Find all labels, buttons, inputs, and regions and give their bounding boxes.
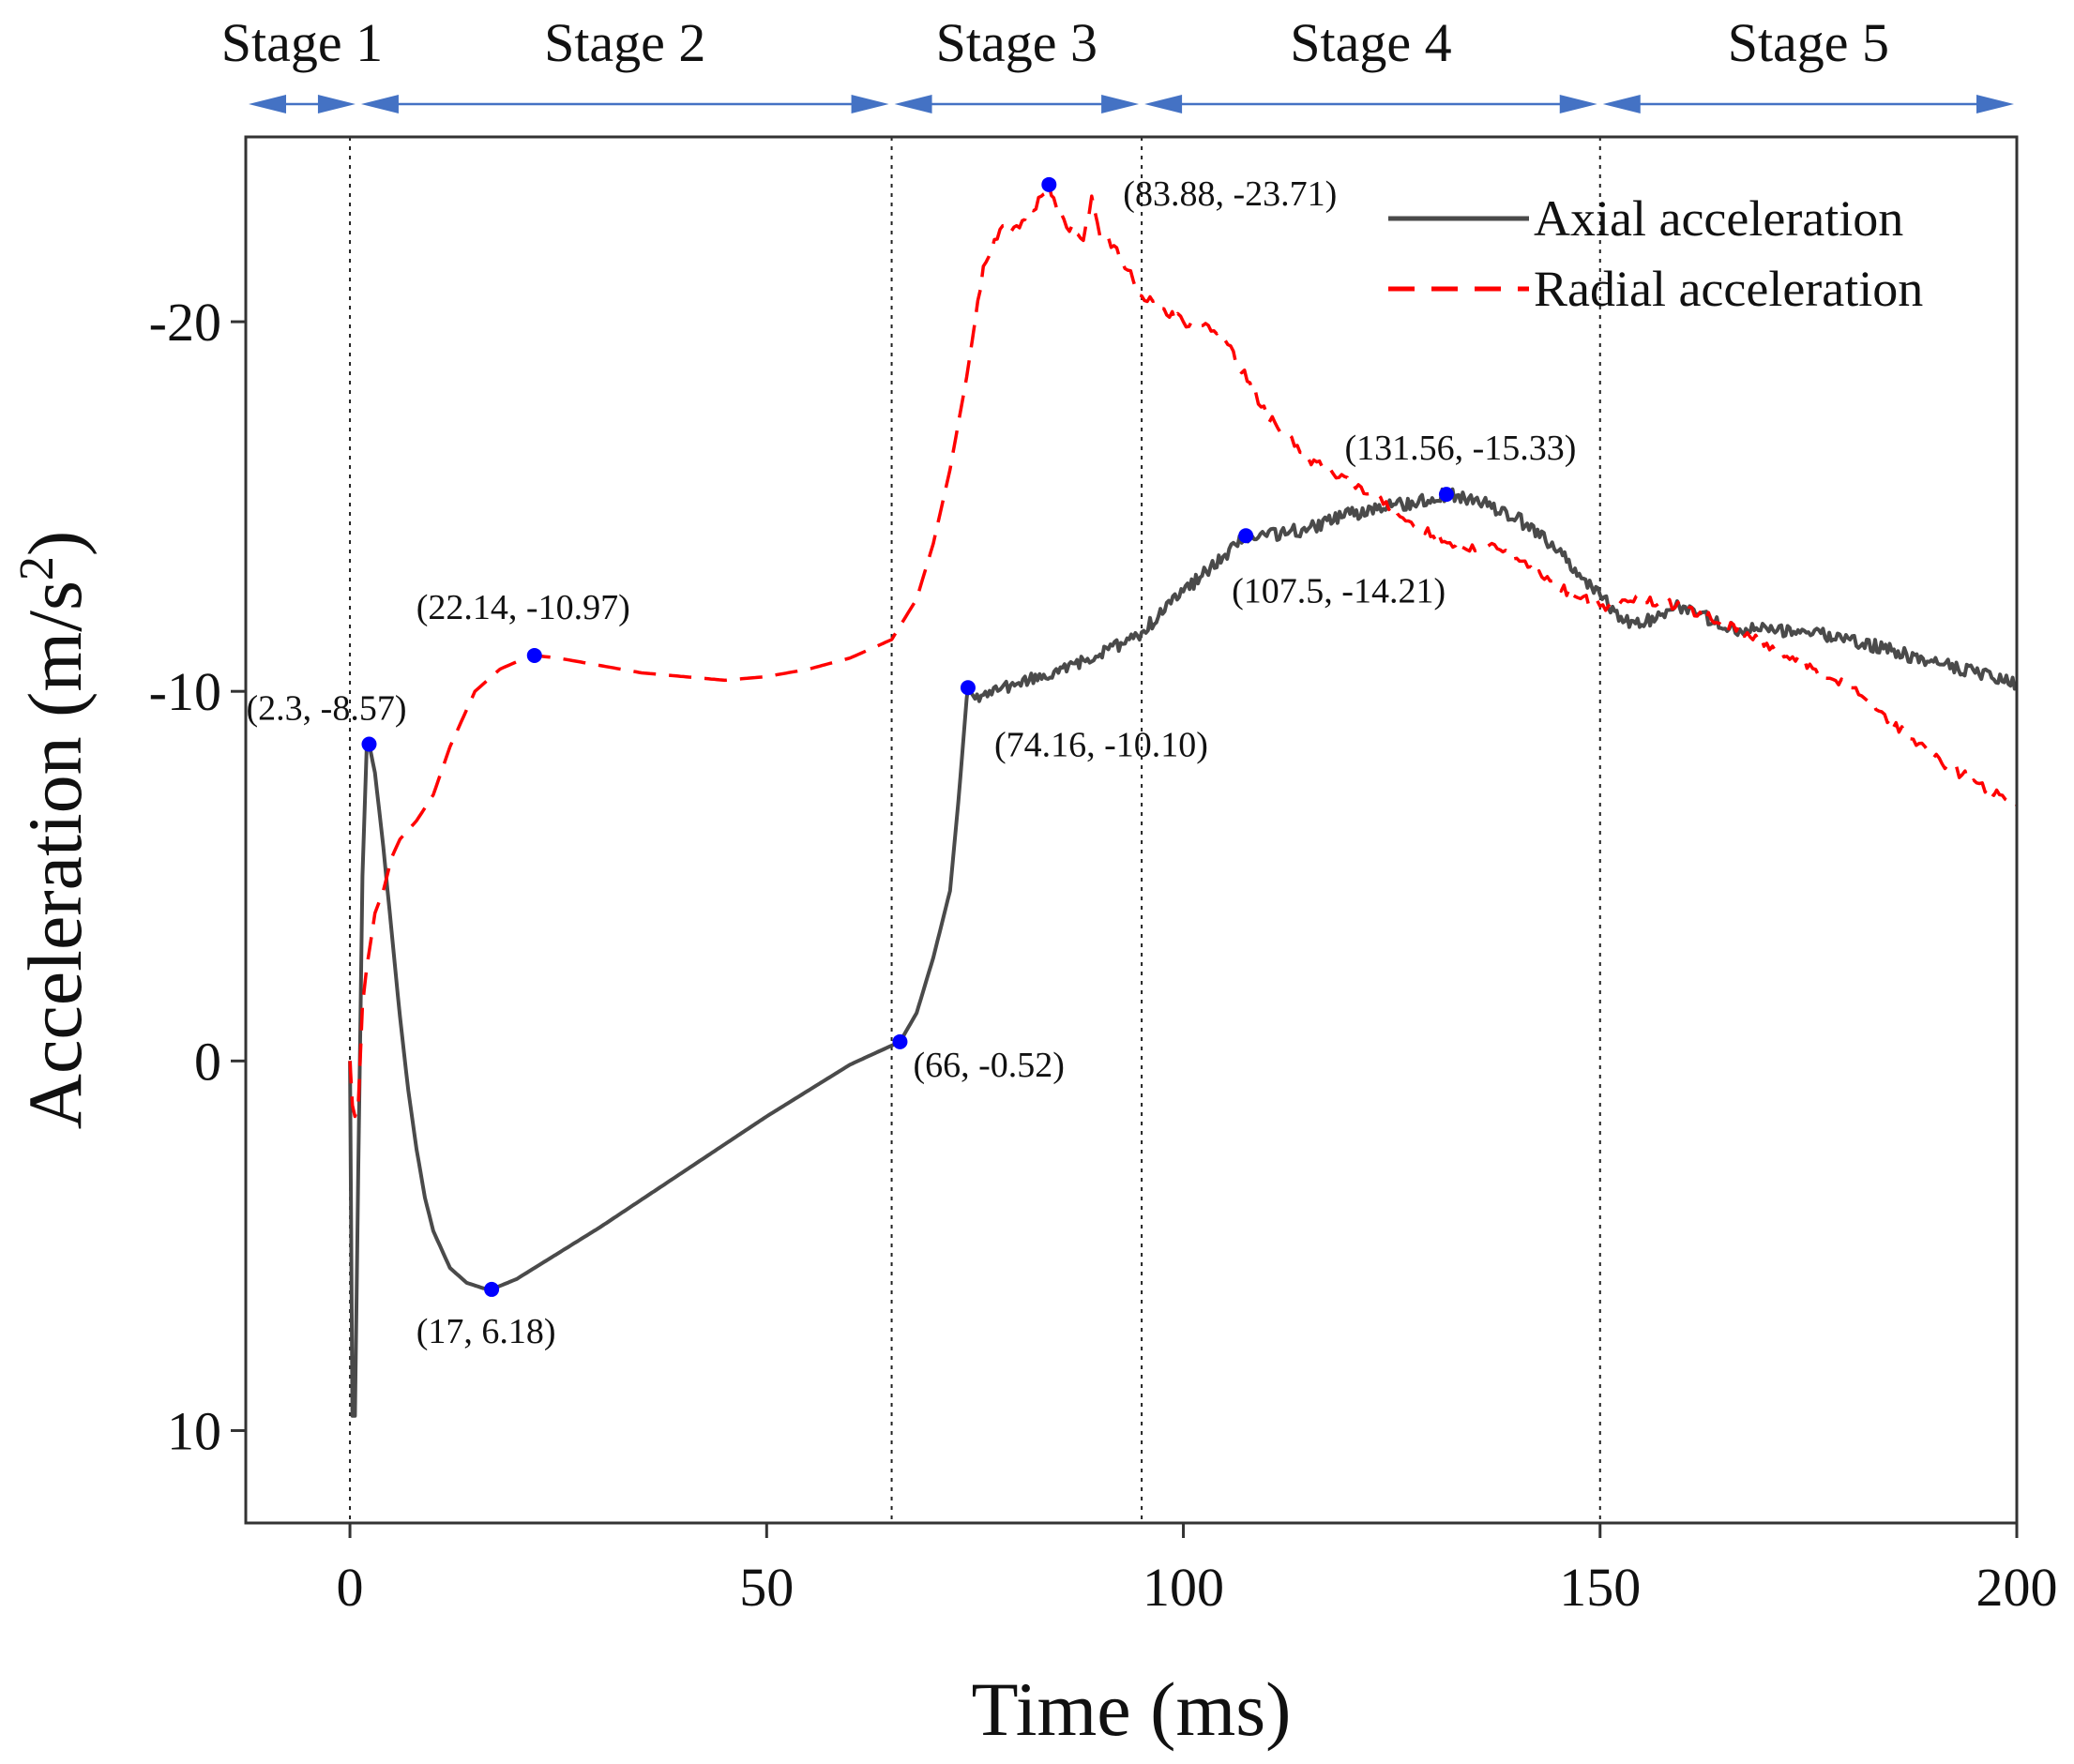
annotation-marker-6 [1041,176,1057,192]
stage-3-arrow-head-left [894,95,932,113]
x-tick-label-4: 150 [1559,1557,1641,1618]
stage-5-arrow-head-right [1976,95,2014,113]
x-tick-label-2: 50 [739,1557,794,1618]
annotation-markers [361,176,1454,1297]
y-axis-title-superscript: 2 [10,556,64,580]
stage-3-arrow-head-right [1101,95,1140,113]
y-axis-title-prefix: Acceleration (m/s [12,580,98,1129]
annotation-label-2: (17, 6.18) [416,1312,556,1351]
stage-2-arrow-head-left [360,95,399,113]
annotation-label-5: (74.16, -10.10) [994,725,1208,764]
stage-4-arrow-head-right [1559,95,1597,113]
stage-5-label: Stage 5 [1728,12,1889,73]
stage-3: Stage 3 [894,12,1140,113]
stage-1-arrow-head-left [249,95,286,113]
stage-5: Stage 5 [1602,12,2014,113]
annotation-label-7: (107.5, -14.21) [1232,571,1446,611]
annotation-marker-4 [892,1033,908,1049]
plot-frame [244,135,2019,1525]
annotation-labels: (2.3, -8.57) (17, 6.18) (22.14, -10.97) (66… [247,174,1577,1351]
x-axis-title: Time (ms) [972,1666,1292,1752]
annotation-label-1: (2.3, -8.57) [247,689,407,729]
stage-5-arrow-head-left [1602,95,1641,113]
stage-1: Stage 1 [221,12,383,113]
stage-2-label: Stage 2 [544,12,705,73]
annotation-marker-1 [361,736,377,752]
legend-radial-label: Radial acceleration [1534,261,1923,317]
y-axis-title: Acceleration (m/s2) [10,531,98,1129]
x-axis: 0 50 100 150 200 [337,1523,2058,1618]
stage-1-label: Stage 1 [221,12,383,73]
stage-band: Stage 1 Stage 2 Stage 3 Stage 4 Stage 5 [221,12,2014,113]
stage-4-arrow-head-left [1144,95,1183,113]
annotation-label-6: (83.88, -23.71) [1123,174,1337,214]
y-tick-label-4: -20 [149,292,221,353]
annotation-label-4: (66, -0.52) [913,1046,1064,1085]
stage-2: Stage 2 [360,12,889,113]
legend: Axial acceleration Radial acceleration [1388,190,1923,317]
y-tick-label-1: 10 [167,1400,221,1461]
y-axis-title-suffix: ) [12,531,98,556]
annotation-marker-8 [1438,487,1454,503]
x-tick-label-5: 200 [1976,1557,2058,1618]
y-tick-label-3: -10 [149,661,221,722]
stage-4: Stage 4 [1144,12,1597,113]
annotation-marker-2 [484,1281,500,1297]
y-tick-label-2: 0 [194,1031,221,1092]
annotation-label-8: (131.56, -15.33) [1344,429,1576,468]
series-layer [348,183,2017,1418]
y-axis: 10 0 -10 -20 [149,292,246,1461]
legend-axial-label: Axial acceleration [1534,190,1903,247]
axial-acceleration-line [348,487,2017,1418]
annotation-marker-7 [1238,528,1254,544]
radial-acceleration-line [348,183,2017,1119]
annotation-marker-3 [526,647,542,663]
stage-3-label: Stage 3 [936,12,1098,73]
stage-1-arrow-head-right [317,95,356,113]
annotation-marker-5 [960,680,976,696]
annotation-label-3: (22.14, -10.97) [416,588,630,627]
x-tick-label-1: 0 [337,1557,364,1618]
stage-2-arrow-head-right [851,95,889,113]
x-tick-label-3: 100 [1143,1557,1224,1618]
stage-4-label: Stage 4 [1290,12,1451,73]
